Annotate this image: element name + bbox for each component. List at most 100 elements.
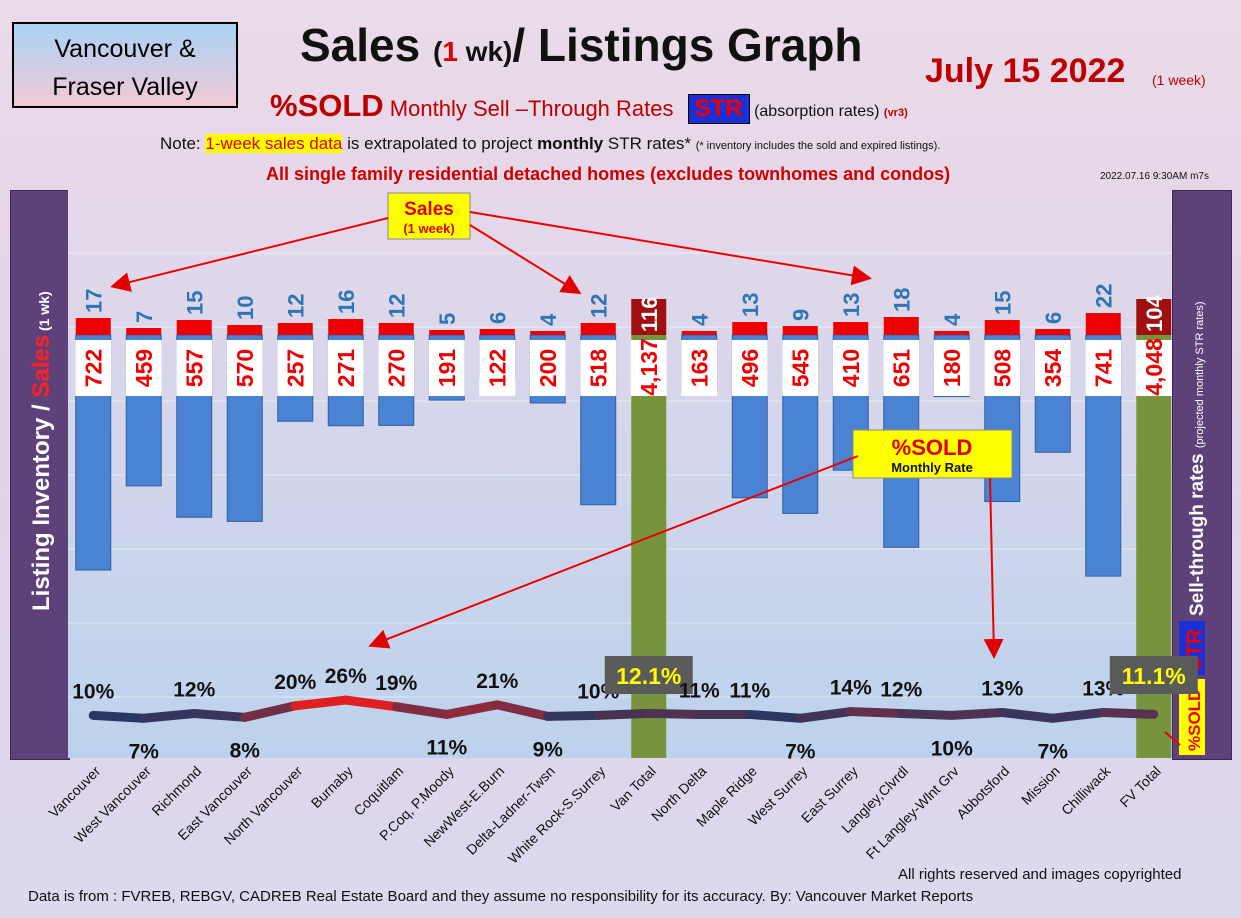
sold-callout-box — [852, 429, 1013, 479]
listing-value-label: 741 — [1090, 349, 1116, 388]
sold-line-segment — [1048, 708, 1108, 723]
listing-value-label: 496 — [737, 349, 763, 387]
sold-line-segment — [896, 708, 957, 720]
listing-label-bg — [277, 340, 314, 396]
sold-line-segment — [795, 707, 856, 723]
total-sold-label: 11.1% — [1122, 663, 1186, 689]
listing-label-bg — [529, 340, 566, 396]
sales-value-label: 13 — [738, 293, 763, 317]
listing-label-bg — [681, 340, 718, 396]
listing-label-bg — [479, 340, 516, 396]
x-axis-label: Abbotsford — [953, 763, 1012, 822]
sales-value-label: 9 — [788, 309, 813, 321]
sales-bar — [732, 322, 768, 335]
listing-value-label: 191 — [434, 349, 460, 388]
sold-point-label: 7% — [129, 740, 160, 763]
sold-line-segment — [88, 710, 149, 723]
listing-label-bg — [832, 340, 869, 396]
x-axis-label: Delta-Ladner-Twsn — [463, 763, 558, 858]
sales-value-label: 6 — [1041, 312, 1066, 324]
sales-bar — [378, 323, 414, 335]
sales-value-label: 5 — [435, 313, 460, 325]
sales-value-label: 6 — [485, 312, 510, 324]
sales-bar — [429, 330, 465, 335]
listing-value-label: 410 — [838, 349, 864, 387]
sold-line-segment — [644, 708, 704, 719]
sales-value-label: 15 — [182, 291, 207, 315]
title-part-c: 1 — [442, 36, 458, 67]
sold-point-label: 8% — [230, 739, 261, 762]
listing-label-bg — [125, 340, 162, 396]
sales-bar — [1136, 299, 1172, 335]
chart-title: Sales (1 wk)/ Listings Graph — [300, 18, 920, 72]
title-part-d: wk) — [457, 36, 513, 67]
sold-line-segment — [947, 708, 1007, 720]
listing-value-label: 257 — [282, 349, 308, 387]
note-bold: monthly — [537, 134, 604, 153]
sold-point-label: 13% — [981, 678, 1023, 701]
sales-bar — [530, 331, 566, 335]
listing-label-bg — [630, 340, 667, 396]
listing-value-label: 557 — [181, 349, 207, 387]
sold-point-label: 10% — [72, 680, 114, 703]
listing-value-label: 200 — [535, 349, 561, 387]
sales-bar — [328, 319, 364, 335]
sold-point-label: 12% — [173, 678, 215, 701]
listing-label-bg — [731, 340, 768, 396]
data-source: Data is from : FVREB, REBGV, CADREB Real… — [28, 888, 974, 905]
listing-label-bg — [1135, 340, 1172, 396]
sales-value-label: 13 — [839, 293, 864, 317]
left-label-c: Sales — [28, 335, 55, 398]
sold-arrow-2 — [983, 477, 1004, 659]
sales-value-label: 15 — [990, 291, 1015, 315]
note-small: (* inventory includes the sold and expir… — [695, 140, 941, 152]
listing-value-label: 354 — [1040, 349, 1066, 388]
listing-value-label: 570 — [232, 349, 258, 387]
subtitle-rates: Monthly Sell –Through Rates — [383, 96, 680, 121]
x-axis-label: Ft Langley-Wlnt Grv — [863, 763, 962, 862]
note-a: Note: — [160, 134, 206, 153]
sales-value-label: 104 — [1142, 295, 1167, 332]
left-label-b: / — [28, 398, 55, 411]
sales-bar — [681, 331, 717, 335]
sold-line-segment — [492, 700, 553, 721]
sold-line-segment — [543, 710, 603, 721]
bar-series: 17 722 7 459 15 557 10 570 12 257 16 271 12 270 5 191 6 1… — [75, 284, 1172, 758]
left-axis-svg: Listing Inventory / Sales (1 wk) — [28, 291, 55, 611]
report-date-sub: (1 week) — [1152, 72, 1206, 88]
sold-callout-sub: Monthly Rate — [891, 460, 973, 475]
listing-label-bg — [883, 340, 920, 396]
listing-label-bg — [1085, 340, 1122, 396]
sold-line-segment — [240, 701, 300, 722]
sales-bar — [479, 329, 515, 335]
sold-point-label: 11% — [426, 736, 467, 759]
listing-value-label: 4,137 — [636, 338, 662, 396]
listing-value-label: 271 — [333, 349, 359, 388]
sold-point-label: 14% — [830, 677, 872, 700]
sales-value-label: 12 — [283, 294, 308, 318]
listing-label-bg — [378, 340, 415, 396]
listing-value-label: 508 — [989, 349, 1015, 388]
region-line2: Fraser Valley — [52, 73, 198, 101]
listing-value-label: 518 — [585, 349, 611, 388]
listing-value-label: 122 — [484, 349, 510, 387]
x-axis-label: Chilliwack — [1058, 762, 1114, 818]
total-bar — [1136, 335, 1172, 758]
sales-bar — [75, 318, 111, 335]
note-line: Note: 1-week sales data is extrapolated … — [160, 134, 940, 154]
subtitle-absorption: (absorption rates) — [749, 103, 884, 120]
sales-value-label: 18 — [889, 288, 914, 312]
sold-point-label: 26% — [325, 665, 367, 688]
listing-label-bg — [75, 340, 112, 396]
note-highlight: 1-week sales data — [205, 134, 343, 153]
title-part-a: Sales — [300, 19, 433, 71]
sales-bar — [782, 326, 818, 335]
left-label-a: Listing Inventory — [28, 411, 55, 611]
region-box: Vancouver & Fraser Valley — [12, 22, 238, 108]
sales-arrow-1 — [110, 217, 389, 292]
sales-value-label: 4 — [536, 313, 561, 326]
listing-value-label: 163 — [686, 349, 712, 387]
subtitle-sold: %SOLD — [270, 88, 384, 123]
